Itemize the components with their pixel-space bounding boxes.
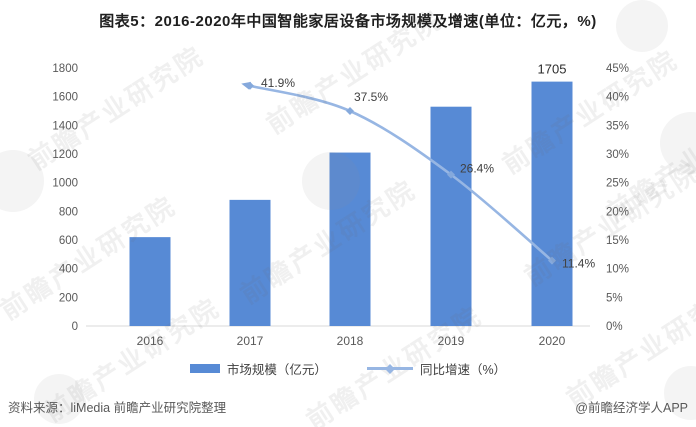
y-axis-right-tick-label: 0% — [606, 321, 623, 333]
line-marker-icon — [246, 81, 254, 90]
y-axis-left-tick-label: 0 — [72, 321, 78, 333]
line-marker-icon — [447, 170, 455, 179]
bar-value-label: 1705 — [538, 62, 567, 77]
y-axis-right-tick-label: 25% — [606, 178, 629, 190]
bar-2020 — [531, 81, 573, 326]
line-marker-icon — [346, 107, 354, 115]
y-axis-right-tick-label: 20% — [606, 206, 629, 218]
x-axis-label: 2019 — [438, 334, 465, 348]
x-axis-label: 2017 — [237, 334, 264, 348]
legend-item-market-size-label: 市场规模（亿元） — [226, 363, 327, 377]
legend-item-market-size: 市场规模（亿元） — [189, 359, 327, 378]
line-marker-icon — [548, 256, 556, 265]
y-axis-left-tick-label: 1000 — [52, 178, 78, 190]
y-axis-right-tick-label: 5% — [606, 292, 623, 304]
bar-2017 — [229, 199, 271, 326]
source-right-text: @前瞻经济学人APP — [575, 401, 688, 415]
y-axis-left-tick-label: 1200 — [52, 149, 78, 161]
y-axis-left-tick-label: 400 — [59, 264, 78, 276]
bar-2018 — [329, 152, 371, 326]
legend-item-growth-rate-label: 同比增速（%） — [419, 363, 507, 377]
y-axis-left-tick-label: 800 — [59, 206, 78, 218]
legend-item-growth-rate: 同比增速（%） — [366, 359, 507, 378]
y-axis-left-tick-label: 1400 — [52, 120, 78, 132]
line-point-label: 37.5% — [354, 90, 388, 104]
growth-rate-line — [248, 84, 554, 262]
x-axis-label: 2016 — [137, 334, 164, 348]
line-point-label: 26.4% — [460, 162, 494, 176]
y-axis-right-tick-label: 40% — [606, 92, 629, 104]
x-axis-label: 2018 — [337, 334, 364, 348]
y-axis-right-tick-label: 15% — [606, 235, 629, 247]
source-left-text: 资料来源：liMedia 前瞻产业研究院整理 — [8, 401, 227, 415]
bar-swatch-icon — [189, 364, 220, 373]
y-axis-right-tick-label: 45% — [606, 63, 629, 75]
y-axis-left-tick-label: 1600 — [52, 92, 78, 104]
line-point-label: 41.9% — [261, 76, 295, 90]
y-axis-left-tick-label: 200 — [59, 292, 78, 304]
bar-2016 — [129, 237, 171, 326]
y-axis-right-tick-label: 10% — [606, 264, 629, 276]
y-axis-left-tick-label: 1800 — [52, 63, 78, 75]
source-row: 资料来源：liMedia 前瞻产业研究院整理 @前瞻经济学人APP — [8, 397, 688, 416]
x-axis-label: 2020 — [539, 334, 566, 348]
chart-title: 图表5：2016-2020年中国智能家居设备市场规模及增速(单位：亿元，%) — [99, 13, 597, 30]
y-axis-left-tick-label: 600 — [59, 235, 78, 247]
line-swatch-icon — [366, 367, 413, 370]
y-axis-right-tick-label: 35% — [606, 120, 629, 132]
bar-2019 — [430, 106, 472, 326]
y-axis-right-tick-label: 30% — [606, 149, 629, 161]
chart-legend: 市场规模（亿元） 同比增速（%） — [0, 359, 696, 378]
line-point-label: 11.4% — [562, 257, 595, 271]
